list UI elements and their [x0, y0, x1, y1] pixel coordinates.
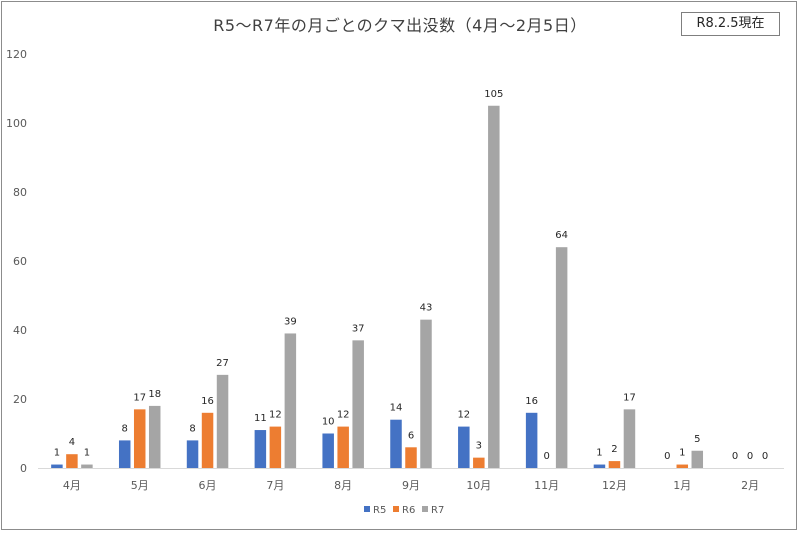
bar-r7: [216, 374, 229, 468]
bar-r5: [254, 430, 267, 468]
data-label: 37: [352, 323, 365, 334]
data-label: 1: [596, 448, 602, 459]
legend-swatch-r6: [393, 506, 399, 512]
y-tick-label: 20: [13, 393, 27, 406]
bar-r5: [118, 440, 131, 468]
x-tick-label: 10月: [466, 479, 491, 492]
legend-label: R5: [373, 505, 386, 516]
bar-r7: [488, 105, 500, 468]
bar-r5: [322, 433, 334, 468]
data-label: 16: [525, 396, 538, 407]
data-label: 2: [611, 444, 617, 455]
bar-r7: [420, 319, 432, 468]
data-label: 105: [484, 89, 503, 100]
y-tick-label: 120: [6, 48, 27, 61]
legend-swatch-r5: [364, 506, 370, 512]
data-label: 12: [457, 410, 470, 421]
data-label: 3: [476, 441, 482, 452]
bar-r7: [691, 450, 704, 468]
bar-r5: [186, 440, 199, 468]
x-tick-label: 8月: [334, 479, 352, 492]
data-label: 1: [679, 448, 685, 459]
bar-r6: [201, 412, 214, 468]
data-label: 1: [54, 448, 60, 459]
data-label: 1: [84, 448, 90, 459]
bar-r5: [458, 426, 470, 468]
data-label: 39: [284, 316, 297, 327]
y-tick-label: 80: [13, 186, 27, 199]
bar-r7: [148, 405, 161, 468]
x-tick-label: 11月: [534, 479, 559, 492]
bar-r6: [133, 409, 146, 468]
data-label: 0: [732, 451, 738, 462]
data-label: 4: [69, 437, 75, 448]
x-tick-label: 4月: [63, 479, 81, 492]
data-label: 18: [148, 389, 161, 400]
bar-r6: [608, 461, 621, 468]
bar-r6: [405, 447, 417, 468]
data-label: 0: [747, 451, 753, 462]
legend-label: R6: [402, 505, 415, 516]
x-tick-label: 7月: [266, 479, 284, 492]
bar-r5: [51, 464, 63, 468]
legend-label: R7: [431, 505, 444, 516]
data-label: 10: [322, 417, 335, 428]
bar-r5: [525, 412, 538, 468]
bar-r6: [473, 457, 485, 468]
data-label: 16: [201, 396, 214, 407]
y-tick-label: 60: [13, 255, 27, 268]
bar-r7: [284, 333, 297, 468]
data-label: 8: [122, 423, 128, 434]
data-label: 64: [555, 230, 568, 241]
data-label: 0: [762, 451, 768, 462]
y-tick-label: 40: [13, 324, 27, 337]
bar-r6: [337, 426, 349, 468]
legend-swatch-r7: [422, 506, 428, 512]
x-tick-label: 1月: [673, 479, 691, 492]
x-tick-label: 9月: [402, 479, 420, 492]
bar-r7: [352, 340, 364, 468]
data-label: 17: [623, 392, 636, 403]
bar-r6: [269, 426, 282, 468]
x-tick-label: 6月: [199, 479, 217, 492]
x-tick-label: 12月: [602, 479, 627, 492]
data-label: 8: [189, 423, 195, 434]
bar-r5: [390, 419, 402, 468]
date-note-badge: R8.2.5現在: [681, 12, 780, 36]
y-tick-label: 100: [6, 117, 27, 130]
data-label: 27: [216, 358, 229, 369]
bar-r5: [593, 464, 606, 468]
data-label: 14: [390, 403, 403, 414]
data-label: 12: [337, 410, 350, 421]
bar-r7: [623, 409, 636, 468]
y-tick-label: 0: [20, 462, 27, 475]
data-label: 17: [133, 392, 146, 403]
data-label: 12: [269, 410, 282, 421]
chart-title: R5～R7年の月ごとのクマ出没数（4月～2月5日）: [213, 16, 587, 35]
bar-r7: [555, 247, 568, 468]
bar-r6: [676, 464, 689, 468]
data-label: 0: [543, 451, 549, 462]
data-label: 6: [408, 430, 414, 441]
data-label: 5: [694, 434, 700, 445]
data-label: 0: [664, 451, 670, 462]
data-label: 11: [254, 413, 267, 424]
bar-r7: [81, 464, 93, 468]
x-tick-label: 5月: [131, 479, 149, 492]
bar-r6: [66, 454, 78, 468]
x-tick-label: 2月: [741, 479, 759, 492]
data-label: 43: [420, 303, 433, 314]
